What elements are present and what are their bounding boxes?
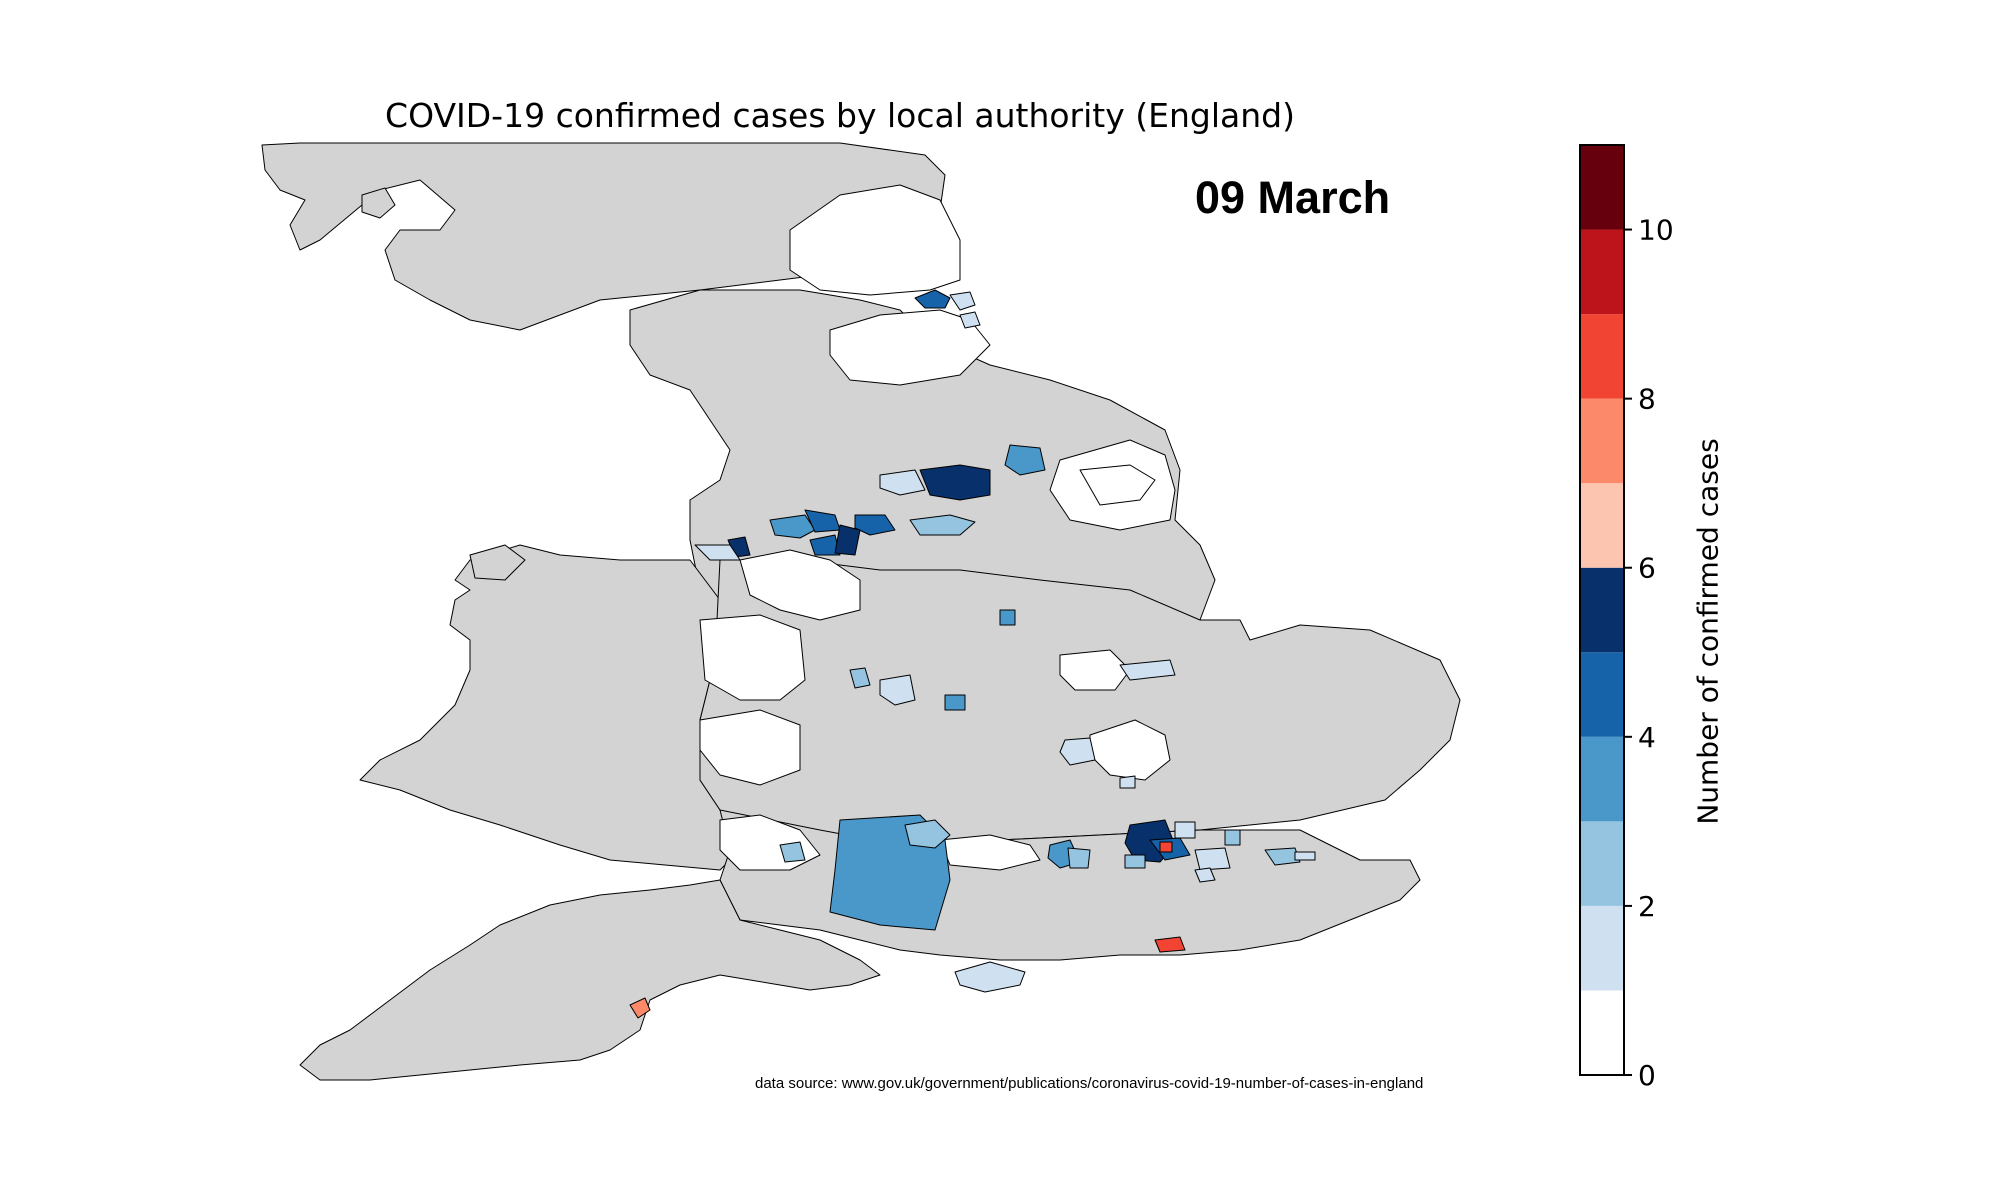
colorbar-tick-label: 4	[1638, 721, 1656, 754]
case-area	[694, 544, 741, 561]
colorbar-tick-label: 2	[1638, 890, 1656, 923]
case-area	[1224, 829, 1241, 846]
colorbar-bin-4	[1580, 652, 1624, 737]
colorbar-bin-3	[1580, 736, 1624, 822]
colorbar-bin-5	[1580, 567, 1624, 653]
data-source-note: data source: www.gov.uk/government/publi…	[755, 1075, 1424, 1092]
colorbar-bin-7	[1580, 398, 1624, 484]
scotland-region	[361, 187, 396, 219]
zero-case-area	[1059, 649, 1131, 691]
wales-region	[359, 544, 741, 871]
colorbar-bin-2	[1580, 821, 1624, 906]
case-area	[1294, 851, 1316, 861]
case-area	[949, 291, 976, 311]
case-area	[779, 841, 806, 863]
case-area	[879, 674, 916, 706]
colorbar-label: Number of confirmed cases	[1691, 438, 1725, 825]
case-area	[1159, 841, 1173, 853]
case-area	[834, 524, 861, 556]
colorbar-tick-label: 0	[1638, 1059, 1656, 1090]
case-area	[1124, 854, 1146, 869]
date-label: 09 March	[1195, 172, 1391, 223]
colorbar-bin-10	[1580, 145, 1624, 230]
zero-case-area	[739, 549, 861, 621]
case-area	[1194, 867, 1216, 883]
case-area	[1174, 821, 1196, 839]
case-area	[1154, 936, 1186, 953]
colorbar-bin-6	[1580, 483, 1624, 568]
zero-case-area	[829, 309, 991, 386]
case-area	[1119, 775, 1136, 789]
colorbar-bin-8	[1580, 314, 1624, 399]
isle-of-wight	[954, 961, 1026, 993]
case-area	[919, 464, 991, 501]
zero-case-area	[699, 614, 806, 701]
case-area	[1194, 847, 1231, 871]
zero-case-area	[939, 834, 1041, 871]
map-title: COVID-19 confirmed cases by local author…	[385, 96, 1295, 135]
case-area	[904, 819, 951, 849]
case-area	[629, 997, 651, 1019]
case-area	[879, 469, 926, 496]
case-area	[999, 609, 1016, 626]
case-area	[1264, 847, 1301, 866]
colorbar-tick-label: 6	[1638, 552, 1656, 585]
colorbar-bin-9	[1580, 229, 1624, 315]
case-area	[1059, 737, 1096, 766]
south-west-region	[299, 879, 881, 1081]
colorbar-bin-0	[1580, 990, 1624, 1075]
anglesey-region	[469, 544, 526, 581]
case-area	[849, 667, 871, 689]
zero-case-area	[699, 709, 801, 786]
case-area	[1067, 847, 1091, 869]
case-area	[769, 514, 816, 539]
case-area	[809, 534, 841, 556]
zero-case-area	[1079, 464, 1156, 506]
case-area	[944, 694, 966, 711]
scotland-region	[261, 142, 946, 331]
case-area	[959, 311, 981, 329]
case-area	[1119, 659, 1176, 681]
case-area	[1004, 444, 1046, 476]
colorbar-frame	[1579, 144, 1625, 1076]
colorbar: 0 2 4 6 8 10	[1579, 144, 1674, 1090]
case-area	[854, 514, 896, 536]
colorbar-tick-label: 8	[1638, 383, 1656, 416]
colorbar-bin-1	[1580, 905, 1624, 991]
colorbar-tick-label: 10	[1638, 214, 1674, 247]
case-area	[914, 289, 951, 309]
case-area	[909, 514, 976, 536]
zero-case-area	[789, 184, 961, 296]
